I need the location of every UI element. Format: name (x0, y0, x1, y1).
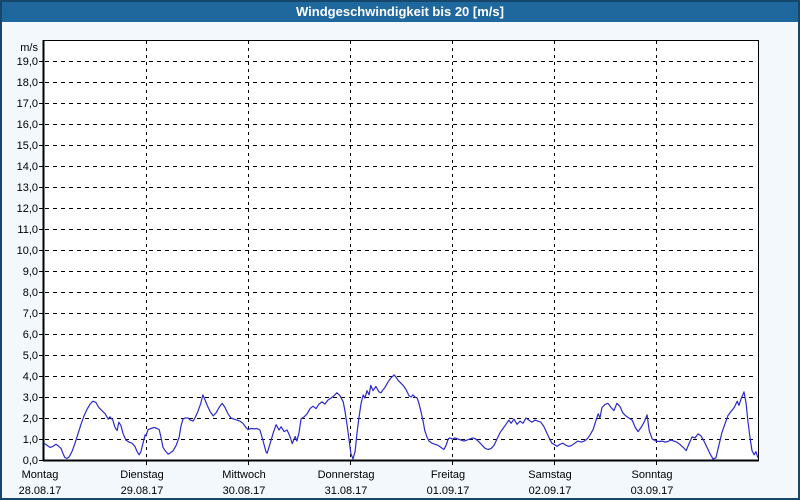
y-tick-label: 8,0 (23, 287, 38, 299)
y-tick-label: 3,0 (23, 392, 38, 404)
day-label: Montag (22, 469, 59, 481)
y-tick-label: 13,0 (17, 182, 38, 194)
y-tick-label: 7,0 (23, 308, 38, 320)
y-tick-label: 10,0 (17, 245, 38, 257)
y-tick-label: 9,0 (23, 266, 38, 278)
y-tick-label: 1,0 (23, 434, 38, 446)
y-tick-label: 5,0 (23, 350, 38, 362)
day-label: Dienstag (120, 469, 163, 481)
y-tick-label: 15,0 (17, 140, 38, 152)
y-tick-label: 12,0 (17, 203, 38, 215)
y-tick-label: 19,0 (17, 56, 38, 68)
date-label: 29.08.17 (121, 485, 164, 497)
y-axis-unit-label: m/s (20, 42, 38, 54)
day-label: Freitag (431, 469, 465, 481)
y-tick-label: 0,0 (23, 455, 38, 467)
y-tick-label: 6,0 (23, 329, 38, 341)
date-label: 30.08.17 (223, 485, 266, 497)
day-label: Mittwoch (222, 469, 265, 481)
day-label: Samstag (528, 469, 571, 481)
chart-title: Windgeschwindigkeit bis 20 [m/s] (296, 4, 504, 19)
y-tick-label: 14,0 (17, 161, 38, 173)
date-label: 31.08.17 (325, 485, 368, 497)
title-bar: Windgeschwindigkeit bis 20 [m/s] (2, 2, 798, 22)
wind-speed-line (43, 374, 759, 460)
y-tick-label: 16,0 (17, 119, 38, 131)
y-tick-label: 18,0 (17, 77, 38, 89)
date-label: 03.09.17 (631, 485, 674, 497)
date-label: 01.09.17 (427, 485, 470, 497)
wind-speed-chart: 0,0 1,0 2,0 3,0 4,0 5,0 6,0 7,0 8,0 9,0 10,0 11,0 12… (17, 40, 759, 497)
date-label: 28.08.17 (19, 485, 62, 497)
day-label: Sonntag (632, 469, 673, 481)
date-label: 02.09.17 (529, 485, 572, 497)
y-tick-label: 11,0 (17, 224, 38, 236)
y-tick-label: 17,0 (17, 98, 38, 110)
day-label: Donnerstag (318, 469, 375, 481)
y-tick-label: 4,0 (23, 371, 38, 383)
y-tick-label: 2,0 (23, 413, 38, 425)
